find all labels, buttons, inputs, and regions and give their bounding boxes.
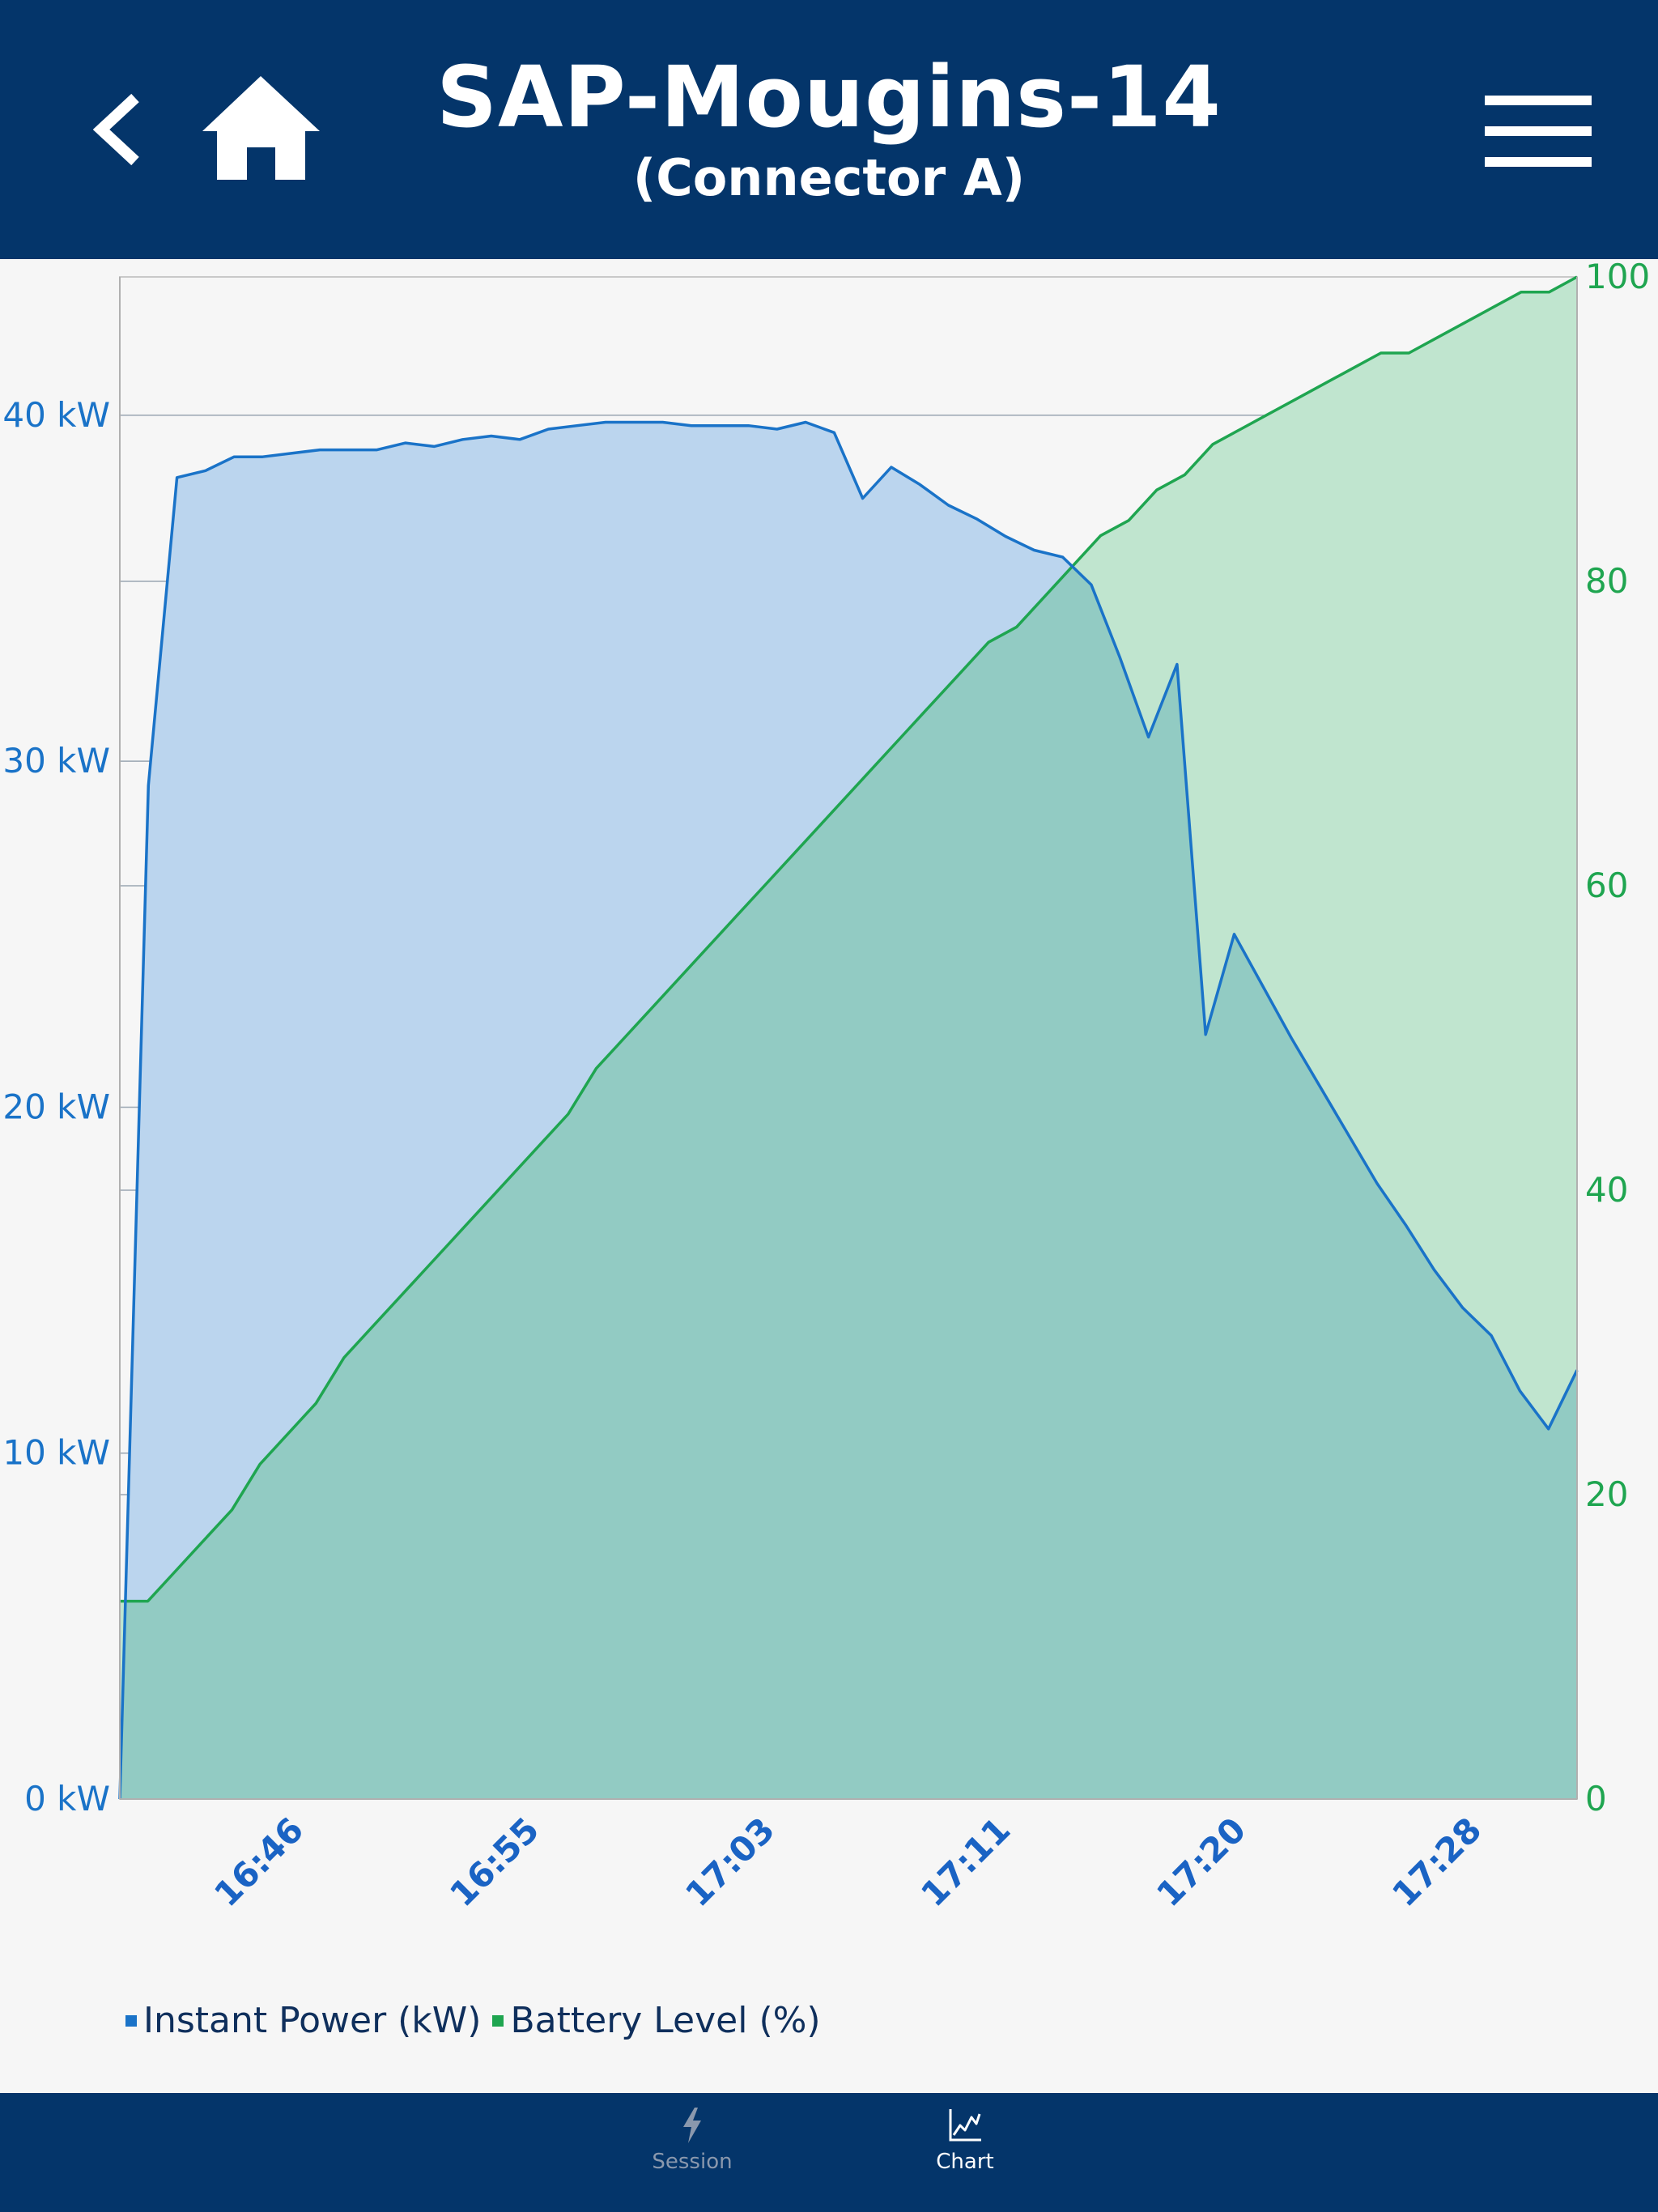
y-right-tick-label: 100 [1585,259,1650,296]
line-chart-icon [949,2109,981,2142]
charging-chart: 0 kW 10 kW 20 kW 30 kW 40 kW 0 20 40 60 80 100 16:4… [2,259,1650,1914]
y-left-tick-label: 40 kW [2,395,110,435]
home-button[interactable] [198,73,324,182]
app-header: SAP-Mougins-14 (Connector A) [0,0,1658,259]
series-fills [120,277,1577,1799]
y-right-tick-label: 40 [1585,1170,1628,1210]
y-left-tick-label: 20 kW [2,1087,110,1126]
legend-item-power: Instant Power (kW) [125,2000,481,2041]
series-lines [118,275,1579,1800]
home-icon [202,76,320,180]
x-tick-label: 17:20 [1149,1810,1253,1914]
x-tick-label: 17:03 [678,1810,782,1914]
y-left-tick-label: 0 kW [24,1779,110,1819]
legend-item-battery: Battery Level (%) [492,2000,821,2041]
tab-chart-label: Chart [936,2150,994,2174]
y-right-tick-label: 20 [1585,1474,1628,1514]
x-tick-label: 17:11 [913,1810,1018,1914]
tab-session-label: Session [652,2150,733,2174]
power-line [118,420,1579,1800]
tab-session[interactable]: Session [623,2108,761,2197]
back-button[interactable] [85,85,150,174]
legend-label-power: Instant Power (kW) [143,2000,482,2041]
page-subtitle: (Connector A) [632,148,1026,207]
chevron-left-icon [93,93,139,166]
chart-area: 0 kW 10 kW 20 kW 30 kW 40 kW 0 20 40 60 80 100 16:4… [0,259,1658,2093]
axes [119,277,1578,1800]
hamburger-menu-icon [1485,96,1592,167]
y-left-tick-label: 10 kW [2,1433,110,1473]
lightning-bolt-icon [683,2108,701,2143]
y-right-tick-label: 80 [1585,561,1628,601]
menu-button[interactable] [1482,91,1595,172]
x-tick-label: 17:28 [1384,1810,1489,1914]
y-left-tick-label: 30 kW [2,741,110,781]
legend-swatch-battery [492,2014,504,2027]
x-tick-label: 16:55 [442,1810,546,1914]
bottom-tab-bar: Session Chart [0,2093,1658,2212]
chart-legend: Instant Power (kW) Battery Level (%) [125,2000,832,2041]
tab-chart[interactable]: Chart [896,2108,1034,2197]
legend-swatch-power [125,2014,137,2027]
y-right-tick-label: 60 [1585,866,1628,905]
legend-label-battery: Battery Level (%) [510,2000,821,2041]
title-block: SAP-Mougins-14 (Connector A) [343,49,1315,211]
battery-line [120,275,1578,1603]
y-right-tick-label: 0 [1585,1779,1607,1819]
page-title: SAP-Mougins-14 [436,48,1222,147]
x-tick-label: 16:46 [206,1810,311,1914]
